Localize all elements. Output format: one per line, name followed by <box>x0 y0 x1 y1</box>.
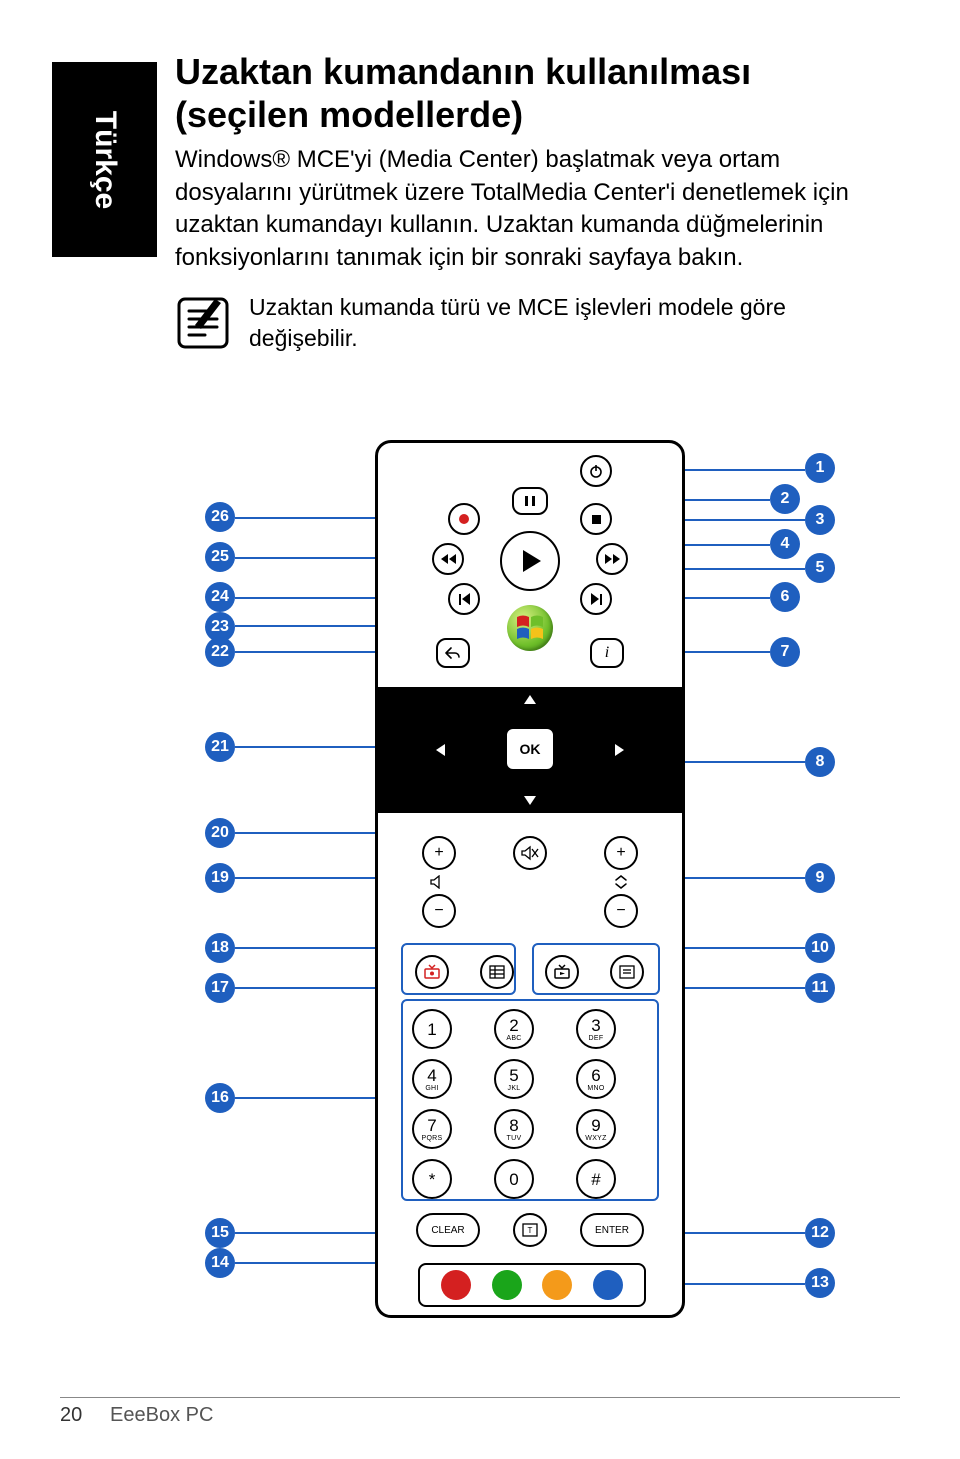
callout-5: 5 <box>805 553 835 583</box>
group-box-keypad <box>401 999 659 1201</box>
teletext-button[interactable]: T <box>513 1213 547 1247</box>
nav-right-icon[interactable] <box>615 744 624 756</box>
nav-left-icon[interactable] <box>436 744 445 756</box>
group-box-mode-left <box>401 943 516 995</box>
prev-track-button[interactable] <box>448 583 480 615</box>
callout-4: 4 <box>770 529 800 559</box>
callout-17: 17 <box>205 973 235 1003</box>
callout-21: 21 <box>205 732 235 762</box>
rewind-button[interactable] <box>432 543 464 575</box>
mute-button[interactable] <box>513 836 547 870</box>
page: Türkçe Uzaktan kumandanın kullanılması (… <box>0 0 960 1459</box>
callout-15: 15 <box>205 1218 235 1248</box>
callout-16: 16 <box>205 1083 235 1113</box>
nav-down-icon[interactable] <box>524 796 536 805</box>
clear-button[interactable]: CLEAR <box>416 1213 480 1247</box>
info-label: i <box>605 645 609 661</box>
main-content: Uzaktan kumandanın kullanılması (seçilen… <box>175 50 890 354</box>
color-button-row <box>418 1263 646 1307</box>
language-tab: Türkçe <box>52 62 157 257</box>
pause-button[interactable] <box>512 487 548 515</box>
page-number: 20 <box>60 1404 82 1426</box>
ch-down-button[interactable]: − <box>604 894 638 928</box>
ch-icon <box>612 873 630 896</box>
callout-6: 6 <box>770 582 800 612</box>
page-footer: 20 EeeBox PC <box>60 1397 900 1427</box>
callout-11: 11 <box>805 973 835 1003</box>
svg-text:T: T <box>528 1226 533 1235</box>
record-button[interactable] <box>448 503 480 535</box>
windows-logo-button[interactable] <box>507 605 553 651</box>
note-row: Uzaktan kumanda türü ve MCE işlevleri mo… <box>175 292 890 354</box>
callout-20: 20 <box>205 818 235 848</box>
callout-22: 22 <box>205 637 235 667</box>
clear-label: CLEAR <box>431 1225 464 1236</box>
info-button[interactable]: i <box>590 638 624 668</box>
vol-up-button[interactable]: + <box>422 836 456 870</box>
callout-line <box>665 1283 805 1285</box>
language-tab-label: Türkçe <box>88 110 122 208</box>
play-button[interactable] <box>500 531 560 591</box>
power-button[interactable] <box>580 455 612 487</box>
callout-10: 10 <box>805 933 835 963</box>
callout-14: 14 <box>205 1248 235 1278</box>
callout-12: 12 <box>805 1218 835 1248</box>
remote-diagram: i OK + − + − <box>100 440 860 1360</box>
callout-2: 2 <box>770 484 800 514</box>
enter-label: ENTER <box>595 1225 629 1236</box>
callout-line <box>235 1097 395 1099</box>
callout-19: 19 <box>205 863 235 893</box>
green-button[interactable] <box>492 1270 522 1300</box>
callout-7: 7 <box>770 637 800 667</box>
vol-down-button[interactable]: − <box>422 894 456 928</box>
vol-icon <box>430 875 448 892</box>
back-button[interactable] <box>436 638 470 668</box>
red-button[interactable] <box>441 1270 471 1300</box>
nav-up-icon[interactable] <box>524 695 536 704</box>
blue-button[interactable] <box>593 1270 623 1300</box>
enter-button[interactable]: ENTER <box>580 1213 644 1247</box>
callout-25: 25 <box>205 542 235 572</box>
callout-18: 18 <box>205 933 235 963</box>
ch-up-button[interactable]: + <box>604 836 638 870</box>
callout-26: 26 <box>205 502 235 532</box>
next-track-button[interactable] <box>580 583 612 615</box>
page-title: Uzaktan kumandanın kullanılması (seçilen… <box>175 50 890 136</box>
callout-1: 1 <box>805 453 835 483</box>
body-paragraph: Windows® MCE'yi (Media Center) başlatmak… <box>175 144 890 274</box>
callout-9: 9 <box>805 863 835 893</box>
callout-24: 24 <box>205 582 235 612</box>
footer-product: EeeBox PC <box>110 1404 213 1426</box>
note-text: Uzaktan kumanda türü ve MCE işlevleri mo… <box>249 292 890 354</box>
group-box-mode-right <box>532 943 660 995</box>
ok-button[interactable]: OK <box>505 727 555 771</box>
orange-button[interactable] <box>542 1270 572 1300</box>
fast-forward-button[interactable] <box>596 543 628 575</box>
callout-8: 8 <box>805 747 835 777</box>
callout-13: 13 <box>805 1268 835 1298</box>
ok-label: OK <box>520 741 541 757</box>
stop-button[interactable] <box>580 503 612 535</box>
nav-panel: OK <box>378 687 682 813</box>
callout-3: 3 <box>805 505 835 535</box>
note-icon <box>175 295 231 351</box>
